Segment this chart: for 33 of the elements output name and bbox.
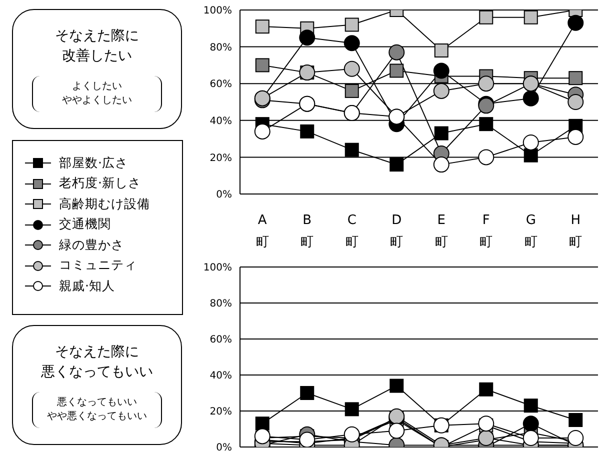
y-tick-label: 100% <box>203 6 232 17</box>
legend-label: 老朽度·新しさ <box>59 175 141 192</box>
text: そなえた際に <box>54 343 140 362</box>
y-tick-label: 20% <box>210 406 232 418</box>
text: 悪くなってもいい <box>40 363 154 382</box>
legend-label: コミュニティ <box>59 257 137 274</box>
legend-label: 部屋数·広さ <box>59 154 128 172</box>
text: そなえた際に <box>54 27 140 46</box>
x-tick-label: H 町 <box>569 213 582 250</box>
x-tick-label: D 町 <box>390 213 404 250</box>
parentheses: よくしたい ややよくしたい <box>32 76 162 112</box>
legend-label: 親戚·知人 <box>59 278 115 295</box>
x-tick-label: A 町 <box>256 213 269 250</box>
y-tick-label: 0% <box>216 190 232 201</box>
y-tick-label: 0% <box>216 442 232 452</box>
y-tick-label: 100% <box>203 262 232 274</box>
y-tick-label: 80% <box>210 298 232 310</box>
x-tick-label: F 町 <box>480 213 493 250</box>
y-tick-label: 60% <box>210 334 232 346</box>
y-tick-label: 40% <box>210 116 232 127</box>
parentheses: 悪くなってもいい やや悪くなってもいい <box>32 392 162 428</box>
y-tick-label: 20% <box>210 152 232 164</box>
y-tick-label: 80% <box>210 42 232 54</box>
x-tick-label: C 町 <box>345 213 358 250</box>
y-tick-label: 40% <box>210 370 232 382</box>
y-tick-label: 60% <box>210 79 232 90</box>
legend-label: 交通機関 <box>59 216 111 234</box>
text: 改善したい <box>61 47 133 66</box>
x-tick-label: B 町 <box>300 213 314 250</box>
legend-label: 高齢期むけ設備 <box>59 196 150 213</box>
x-tick-label: E 町 <box>434 213 448 250</box>
legend-label: 緑の豊かさ <box>59 236 124 254</box>
x-tick-label: G 町 <box>524 213 538 250</box>
